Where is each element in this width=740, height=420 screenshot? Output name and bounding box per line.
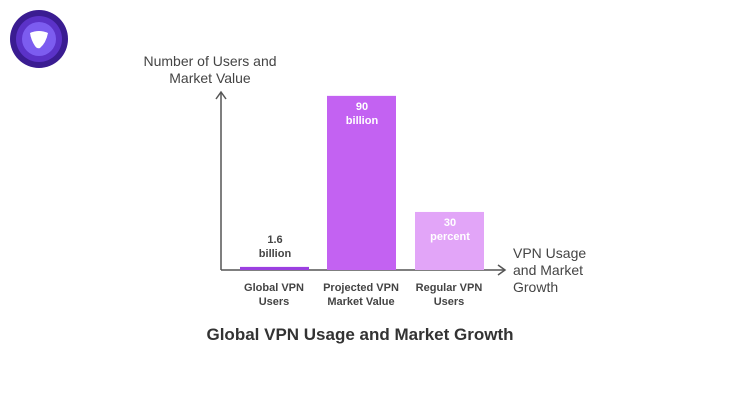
data-label: 90 billion xyxy=(345,100,379,127)
logo-icon xyxy=(10,10,68,68)
category-label: Regular VPN Users xyxy=(415,282,483,308)
y-axis-arrow xyxy=(215,90,227,100)
data-label: 30 percent xyxy=(430,216,470,243)
bar xyxy=(240,266,309,270)
chart-title: Global VPN Usage and Market Growth xyxy=(206,325,514,344)
x-axis-label: VPN Usage and Market Growth xyxy=(513,245,587,295)
data-label: 1.6 billion xyxy=(258,233,292,260)
y-axis-label: Number of Users and Market Value xyxy=(143,53,277,86)
category-label: Global VPN Users xyxy=(244,282,304,308)
bar xyxy=(327,95,396,270)
category-label: Projected VPN Market Value xyxy=(323,282,399,308)
x-axis-arrow xyxy=(497,264,507,276)
bar xyxy=(415,211,484,270)
